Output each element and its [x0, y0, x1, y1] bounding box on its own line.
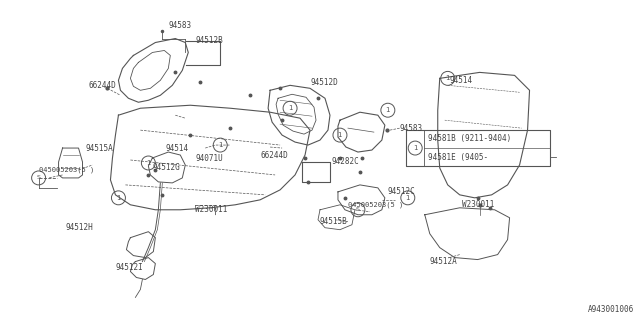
Text: S: S: [356, 207, 360, 212]
Text: 94514: 94514: [165, 144, 188, 153]
Text: 1: 1: [406, 195, 410, 201]
Text: 1: 1: [386, 107, 390, 113]
Text: 1: 1: [218, 142, 223, 148]
Text: 94514: 94514: [450, 76, 473, 85]
Text: 1: 1: [413, 145, 417, 151]
Text: 94512H: 94512H: [65, 223, 93, 232]
Text: 045005203(5 ): 045005203(5 ): [348, 202, 403, 208]
Text: 66244D: 66244D: [88, 81, 116, 90]
Text: 1: 1: [146, 160, 150, 166]
Text: 94581E (9405-: 94581E (9405-: [428, 153, 488, 162]
Text: 1: 1: [445, 75, 450, 81]
Text: 94512G: 94512G: [152, 164, 180, 172]
Text: 94581B (9211-9404): 94581B (9211-9404): [428, 134, 511, 143]
Text: S: S: [36, 175, 40, 180]
Text: 94512I: 94512I: [115, 263, 143, 272]
Text: A943001006: A943001006: [588, 305, 634, 314]
Text: 94512C: 94512C: [388, 188, 415, 196]
Text: 94071U: 94071U: [195, 154, 223, 163]
Text: 94512B: 94512B: [195, 36, 223, 45]
Text: 94512D: 94512D: [310, 78, 338, 87]
Text: 1: 1: [338, 132, 342, 138]
Text: 94515A: 94515A: [86, 144, 113, 153]
Text: 045005203(5 ): 045005203(5 ): [38, 167, 94, 173]
Text: 94512A: 94512A: [430, 257, 458, 266]
Text: 94583: 94583: [168, 21, 191, 30]
Text: 66244D: 66244D: [260, 150, 288, 160]
Text: W230011: W230011: [195, 205, 228, 214]
Text: 94515B: 94515B: [320, 217, 348, 226]
Text: 1: 1: [116, 195, 121, 201]
Text: 1: 1: [288, 105, 292, 111]
Text: W230011: W230011: [461, 200, 494, 209]
Text: 94282C: 94282C: [332, 157, 360, 166]
Text: 94583: 94583: [400, 124, 423, 132]
